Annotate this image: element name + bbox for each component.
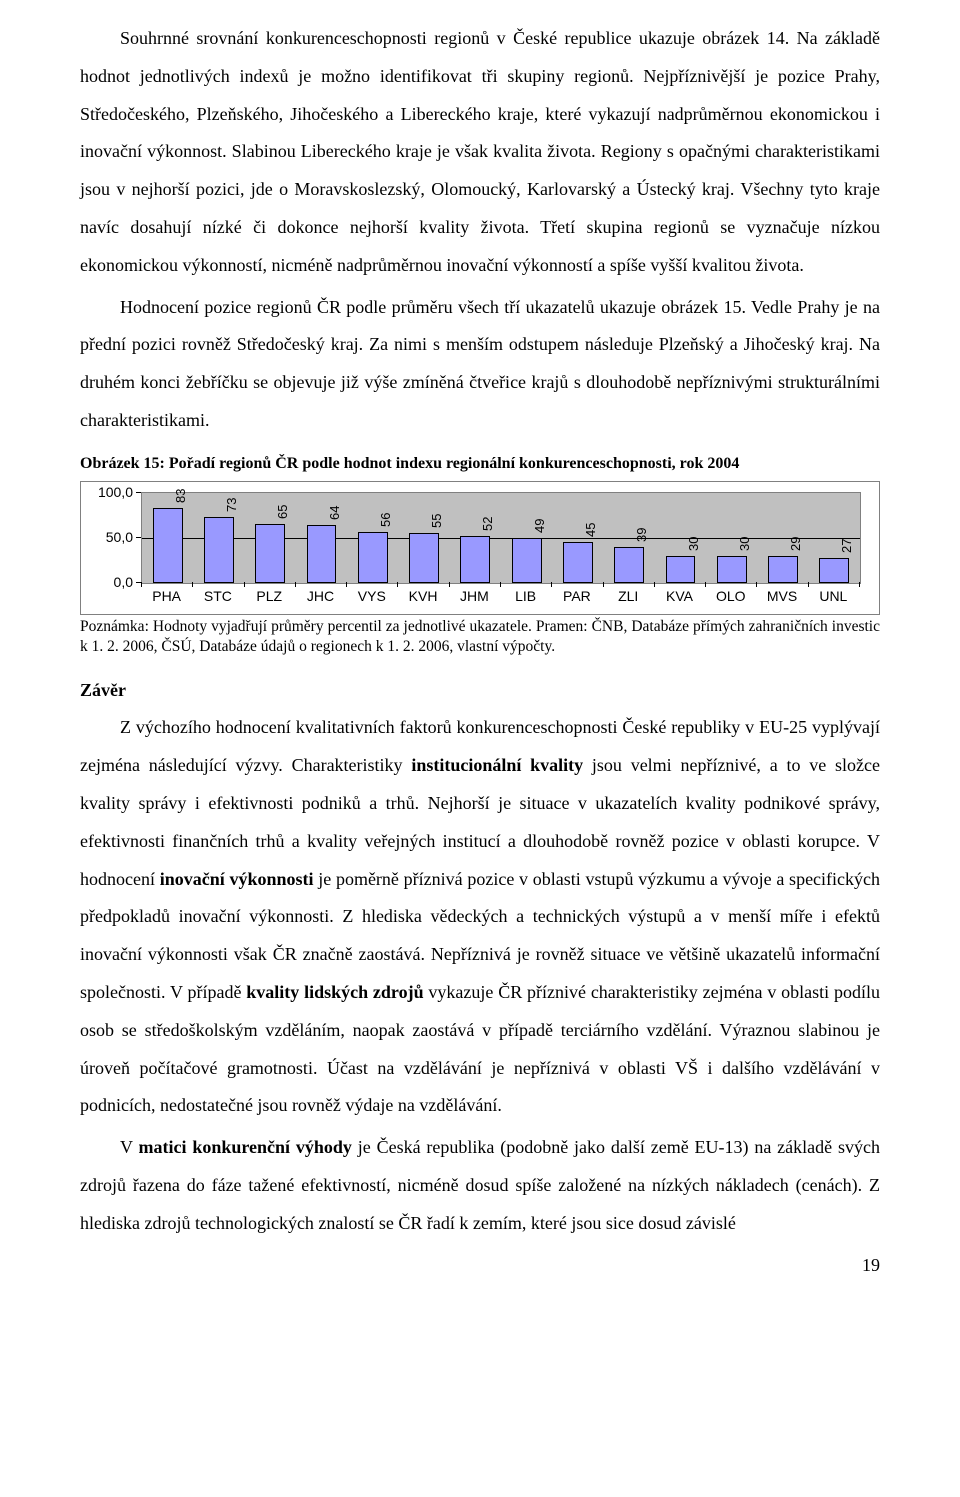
bar-value-label: 45	[583, 523, 598, 537]
page: Souhrnné srovnání konkurenceschopnosti r…	[0, 0, 960, 1306]
x-tick-label: LIB	[500, 588, 551, 604]
figure-caption: Obrázek 15: Pořadí regionů ČR podle hodn…	[80, 454, 880, 475]
bar	[717, 556, 747, 583]
figure-note: Poznámka: Hodnoty vyjadřují průměry perc…	[80, 617, 880, 659]
x-tick-mark	[295, 582, 296, 587]
x-tick-mark	[500, 582, 501, 587]
bar-value-label: 49	[532, 519, 547, 533]
bar	[358, 532, 388, 582]
x-tick-mark	[141, 582, 142, 587]
x-tick-mark	[449, 582, 450, 587]
x-tick-label: PLZ	[244, 588, 295, 604]
x-tick-mark	[705, 582, 706, 587]
x-tick-label: OLO	[705, 588, 756, 604]
x-tick-mark	[346, 582, 347, 587]
paragraph-2: Hodnocení pozice regionů ČR podle průměr…	[80, 289, 880, 440]
bar-value-label: 30	[737, 536, 752, 550]
paragraph-4: V matici konkurenční výhody je Česká rep…	[80, 1129, 880, 1242]
conclusion-heading: Závěr	[80, 680, 880, 701]
y-tick-mark	[136, 492, 141, 493]
x-tick-label: KVH	[397, 588, 448, 604]
x-tick-mark	[808, 582, 809, 587]
bar-value-label: 27	[839, 539, 854, 553]
bar-value-label: 29	[788, 537, 803, 551]
bar-value-label: 39	[634, 528, 649, 542]
bar-chart: 0,050,0100,083PHA73STC65PLZ64JHC56VYS55K…	[89, 490, 869, 610]
y-tick-label: 50,0	[89, 529, 133, 545]
bar	[153, 508, 183, 583]
bar	[819, 558, 849, 582]
chart-frame: 0,0 50,0 100,0 83 PHA 73 STC 65 PLZ 64 JHC 56 VYS 55 K…	[80, 481, 880, 615]
x-tick-mark	[859, 582, 860, 587]
x-tick-label: PAR	[551, 588, 602, 604]
paragraph-1: Souhrnné srovnání konkurenceschopnosti r…	[80, 20, 880, 285]
bar	[409, 533, 439, 583]
bar	[768, 556, 798, 582]
x-tick-mark	[603, 582, 604, 587]
x-tick-mark	[244, 582, 245, 587]
y-tick-label: 100,0	[89, 484, 133, 500]
x-tick-label: JHC	[295, 588, 346, 604]
bar	[614, 547, 644, 582]
x-tick-label: KVA	[654, 588, 705, 604]
x-tick-label: MVS	[756, 588, 807, 604]
x-tick-label: STC	[192, 588, 243, 604]
x-tick-label: ZLI	[603, 588, 654, 604]
x-tick-label: PHA	[141, 588, 192, 604]
bar-value-label: 73	[224, 497, 239, 511]
gridline	[142, 538, 860, 539]
y-tick-label: 0,0	[89, 574, 133, 590]
x-tick-label: UNL	[808, 588, 859, 604]
bar	[255, 524, 285, 583]
bar	[666, 556, 696, 583]
bar-value-label: 30	[686, 536, 701, 550]
bar	[204, 517, 234, 583]
bar-value-label: 52	[480, 516, 495, 530]
bar-value-label: 83	[173, 488, 188, 502]
x-tick-mark	[397, 582, 398, 587]
x-tick-mark	[756, 582, 757, 587]
bar	[512, 538, 542, 582]
plot-area	[141, 492, 861, 584]
x-tick-mark	[192, 582, 193, 587]
y-tick-mark	[136, 537, 141, 538]
bar-value-label: 56	[378, 513, 393, 527]
x-tick-mark	[654, 582, 655, 587]
bar-value-label: 55	[429, 514, 444, 528]
bar-value-label: 64	[327, 505, 342, 519]
bar	[307, 525, 337, 583]
x-tick-label: VYS	[346, 588, 397, 604]
bar-value-label: 65	[275, 505, 290, 519]
x-tick-label: JHM	[449, 588, 500, 604]
bar	[563, 542, 593, 583]
paragraph-3: Z výchozího hodnocení kvalitativních fak…	[80, 709, 880, 1125]
x-tick-mark	[551, 582, 552, 587]
page-number: 19	[80, 1255, 880, 1276]
bar	[460, 536, 490, 583]
